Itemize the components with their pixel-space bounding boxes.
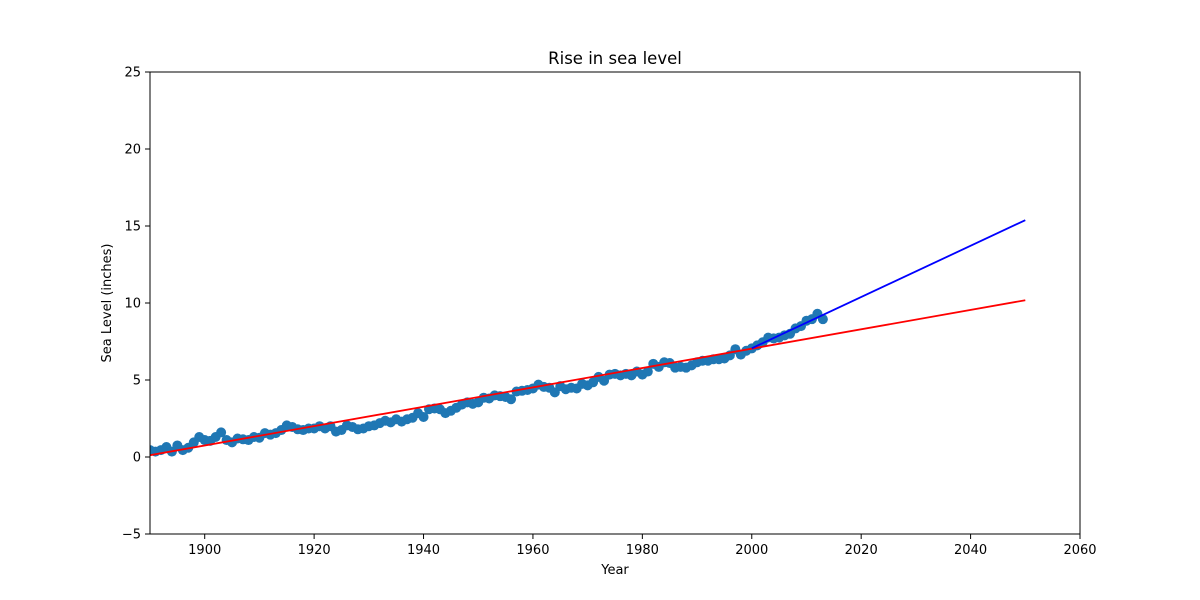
- y-tick-label: 10: [124, 297, 141, 312]
- scatter-point: [506, 394, 517, 405]
- x-tick-label: 1980: [626, 543, 659, 558]
- x-tick-label: 1940: [407, 543, 440, 558]
- series-layer: [150, 219, 1026, 457]
- x-axis: 1900 1920 1940 1960 1980 2000 2020 2040 2060: [188, 534, 1097, 558]
- y-axis: −5 0 5 10 15 20 25: [122, 66, 150, 543]
- y-tick-label: 5: [133, 374, 141, 389]
- x-tick-label: 2060: [1063, 543, 1096, 558]
- y-tick-label: 20: [124, 143, 141, 158]
- best-fit-line-all-data: [150, 299, 1026, 457]
- scatter-point: [642, 366, 653, 377]
- scatter-point: [418, 411, 429, 422]
- y-tick-label: 0: [133, 451, 141, 466]
- x-tick-label: 2040: [954, 543, 987, 558]
- x-tick-label: 1920: [298, 543, 331, 558]
- y-tick-label: 15: [124, 220, 141, 235]
- x-tick-label: 2020: [845, 543, 878, 558]
- scatter-point: [216, 427, 227, 438]
- x-tick-label: 1900: [188, 543, 221, 558]
- chart-title: Rise in sea level: [548, 49, 682, 68]
- y-tick-label: 25: [124, 66, 141, 81]
- y-tick-label: −5: [122, 528, 141, 543]
- x-axis-title: Year: [600, 563, 629, 578]
- y-axis-title: Sea Level (inches): [100, 244, 115, 363]
- best-fit-line-since-2000: [751, 219, 1026, 350]
- x-tick-label: 1960: [516, 543, 549, 558]
- x-tick-label: 2000: [735, 543, 768, 558]
